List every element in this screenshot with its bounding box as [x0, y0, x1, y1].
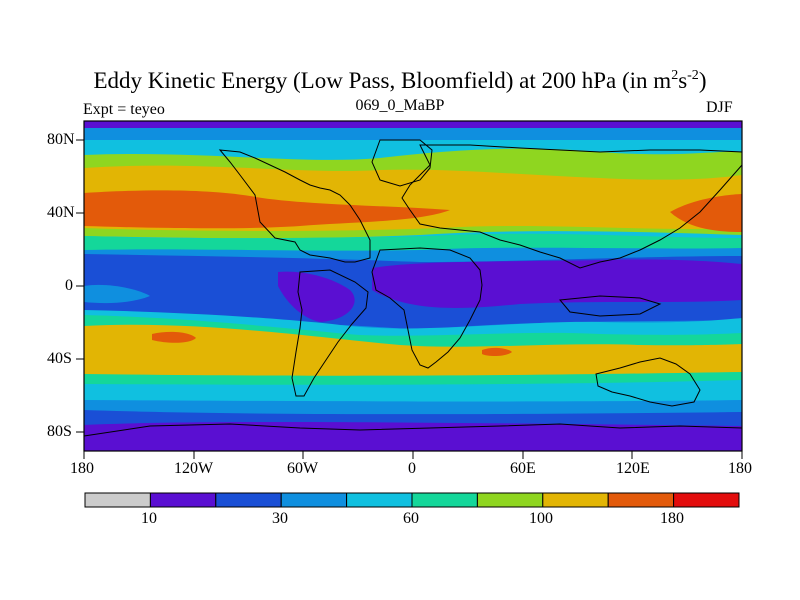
x-tick-label: 60E: [510, 460, 536, 477]
band-polar-purple: [84, 121, 742, 128]
colorbar-box: [149, 492, 217, 508]
y-tick-label: 80N: [47, 131, 75, 148]
contour-field: [84, 121, 742, 451]
y-tick-label: 40N: [47, 204, 75, 221]
colorbar-box: [215, 492, 282, 508]
colorbar-box: [346, 492, 413, 508]
colorbar-label: 10: [141, 510, 157, 527]
band-equator-purple-east: [372, 259, 742, 309]
coast-australia: [595, 357, 701, 407]
colorbar-box: [84, 492, 151, 508]
coast-africa: [371, 247, 483, 369]
band-south-orange-west: [152, 331, 196, 343]
x-tick-label: 60W: [287, 460, 319, 477]
x-axis-ticks: [83, 451, 743, 459]
colorbar-label: 180: [660, 510, 684, 527]
colorbar-label: 60: [403, 510, 419, 527]
colorbar-box: [411, 492, 478, 508]
coast-north-america: [218, 149, 371, 263]
coast-indonesia: [559, 295, 662, 317]
x-tick-label: 0: [408, 460, 416, 477]
coast-eurasia: [401, 144, 743, 269]
colorbar-boxes: [84, 492, 740, 508]
coast-antarctica: [83, 423, 743, 437]
y-axis-ticks: [76, 139, 84, 433]
coast-south-america: [291, 269, 369, 397]
band-north-orange-west: [84, 190, 450, 229]
experiment-label: Expt = teyeo: [83, 101, 165, 118]
x-tick-label: 180: [728, 460, 752, 477]
colorbar-box: [607, 492, 675, 508]
colorbar-box: [542, 492, 609, 508]
y-tick-label: 80S: [47, 423, 72, 440]
x-tick-label: 120E: [616, 460, 650, 477]
colorbar-label: 30: [272, 510, 288, 527]
season-label: DJF: [706, 99, 733, 116]
band-equator-purple-america: [278, 271, 355, 322]
x-tick-label: 120W: [174, 460, 214, 477]
y-tick-label: 40S: [47, 350, 72, 367]
coastlines: [83, 139, 743, 437]
plot-title: Eddy Kinetic Energy (Low Pass, Bloomfiel…: [93, 68, 707, 93]
colorbar-label: 100: [529, 510, 553, 527]
colorbar-box: [280, 492, 348, 508]
colorbar-box: [673, 492, 740, 508]
band-south-yellow: [84, 324, 742, 376]
band-south-orange-east: [482, 347, 512, 357]
band-south-purple: [84, 422, 742, 451]
x-tick-label: 180: [70, 460, 94, 477]
case-label: 069_0_MaBP: [355, 97, 445, 114]
colorbar-box: [476, 492, 544, 508]
y-tick-label: 0: [65, 277, 73, 294]
band-north-orange-east: [670, 194, 742, 232]
band-north-lower-green: [84, 233, 742, 251]
band-equator-light-west: [84, 284, 150, 304]
coast-greenland: [371, 139, 433, 187]
